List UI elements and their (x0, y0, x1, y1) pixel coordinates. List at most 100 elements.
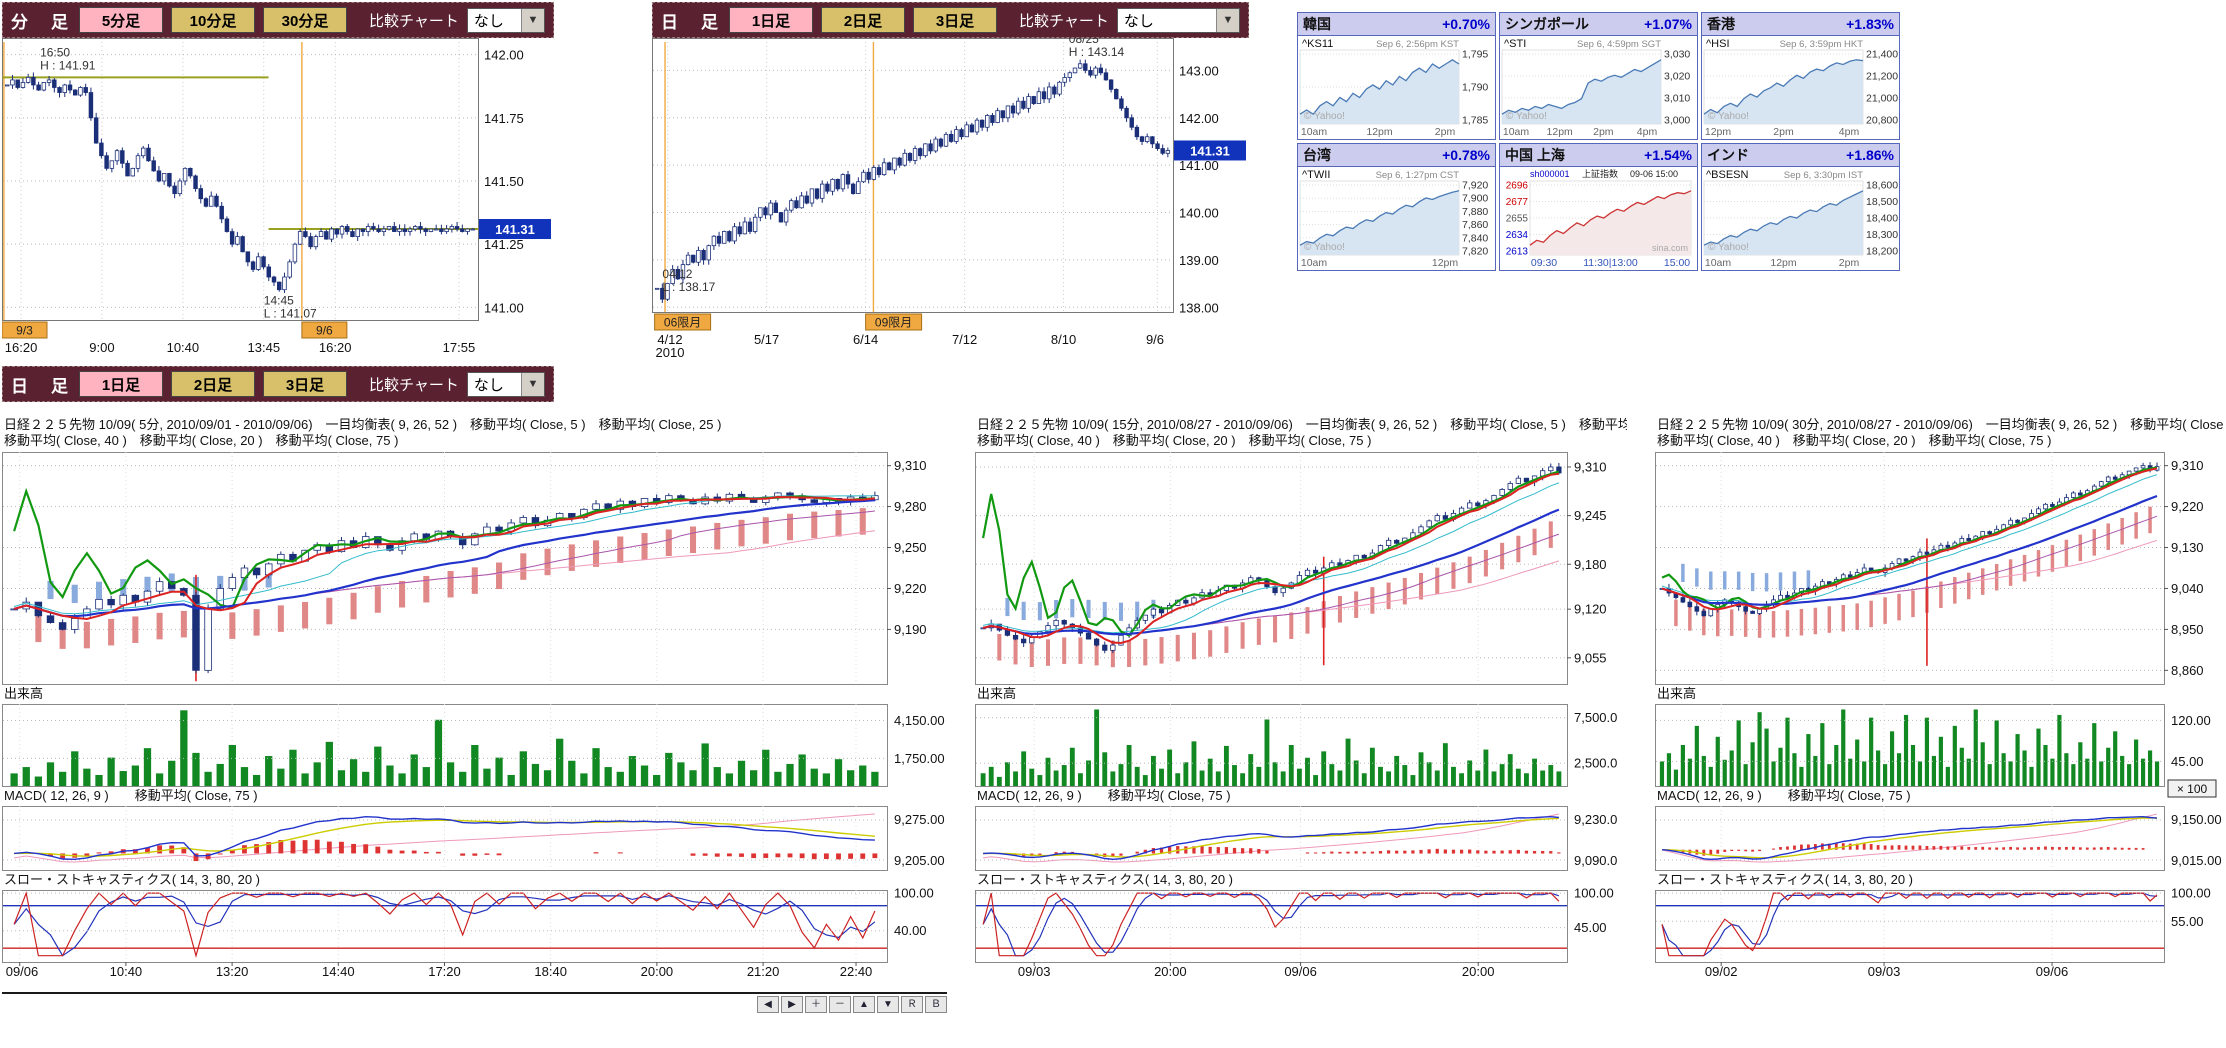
chart-tool-button-7[interactable]: Ｂ (925, 996, 947, 1013)
interval-button-30min[interactable]: 30分足 (263, 7, 347, 33)
mini-chart[interactable]: 2696 2677 2655 2634 2613 sh000001 上証指数 09-06 15… (1500, 167, 1697, 269)
svg-text:120.00: 120.00 (2171, 713, 2211, 728)
svg-text:7,500.0: 7,500.0 (1574, 710, 1617, 725)
svg-text:9,190: 9,190 (894, 622, 927, 637)
minute-chart-panel: 分 足 5分足 10分足 30分足 比較チャート なし ▼ 142.00 141.… (2, 2, 554, 358)
mini-chart[interactable]: 18,600 18,500 18,400 18,300 18,200 ^BSESN Sep … (1702, 167, 1899, 269)
svg-text:^STI: ^STI (1504, 38, 1526, 50)
svg-text:9,130: 9,130 (2171, 540, 2204, 555)
svg-text:© Yahoo!: © Yahoo! (1708, 111, 1749, 122)
svg-text:^HSI: ^HSI (1706, 38, 1730, 50)
svg-text:出来高: 出来高 (4, 686, 43, 701)
index-cell-4: 中国 上海 +1.54% 2696 2677 2655 2634 2613 sh000001 上… (1499, 143, 1698, 271)
interval-button-1day[interactable]: 1日足 (729, 7, 813, 33)
svg-text:20:00: 20:00 (641, 964, 674, 979)
interval-button-3day[interactable]: 3日足 (263, 371, 347, 397)
svg-text:3,030: 3,030 (1664, 49, 1690, 61)
svg-text:17:55: 17:55 (443, 340, 476, 355)
svg-text:移動平均( Close, 40 ) 移動平均( Close,: 移動平均( Close, 40 ) 移動平均( Close, 20 ) 移動平均… (977, 433, 1371, 448)
svg-text:139.00: 139.00 (1179, 253, 1219, 268)
svg-text:Sep 6, 3:30pm IST: Sep 6, 3:30pm IST (1784, 170, 1863, 181)
chart-tool-button-2[interactable]: ＋ (805, 996, 827, 1013)
svg-text:9,280: 9,280 (894, 499, 927, 514)
chart-tool-button-6[interactable]: Ｒ (901, 996, 923, 1013)
svg-text:12pm: 12pm (1705, 126, 1732, 138)
svg-text:100.00: 100.00 (2171, 886, 2211, 901)
svg-text:55.00: 55.00 (2171, 914, 2204, 929)
nikkei-15min-chart-canvas[interactable]: 日経２２５先物 10/09( 15分, 2010/08/27 - 2010/09… (975, 416, 1627, 988)
svg-text:16:20: 16:20 (5, 340, 38, 355)
chevron-down-icon: ▼ (521, 372, 544, 396)
nikkei-5min-chart-panel: 日経２２５先物 10/09( 5分, 2010/09/01 - 2010/09/… (2, 416, 947, 988)
svg-text:1,785: 1,785 (1462, 115, 1488, 127)
interval-button-5min[interactable]: 5分足 (79, 7, 163, 33)
svg-text:4pm: 4pm (1637, 126, 1658, 138)
svg-text:Sep 6, 4:59pm SGT: Sep 6, 4:59pm SGT (1577, 39, 1661, 50)
svg-text:9,250: 9,250 (894, 540, 927, 555)
svg-text:2pm: 2pm (1839, 257, 1860, 269)
svg-text:12pm: 12pm (1366, 126, 1393, 138)
interval-button-2day[interactable]: 2日足 (821, 7, 905, 33)
interval-button-2day[interactable]: 2日足 (171, 371, 255, 397)
chart-tool-button-3[interactable]: － (829, 996, 851, 1013)
chart-tool-button-4[interactable]: ▲ (853, 996, 875, 1013)
interval-button-3day[interactable]: 3日足 (913, 7, 997, 33)
chart-tool-button-5[interactable]: ▼ (877, 996, 899, 1013)
svg-text:9,220: 9,220 (2171, 499, 2204, 514)
compare-chart-value: なし (473, 376, 504, 394)
svg-text:日経２２５先物 10/09( 15分, 2010/08/27: 日経２２５先物 10/09( 15分, 2010/08/27 - 2010/09… (977, 417, 1627, 432)
nikkei-30min-chart-canvas[interactable]: 日経２２５先物 10/09( 30分, 2010/08/27 - 2010/09… (1655, 416, 2224, 988)
svg-text:8,950: 8,950 (2171, 622, 2204, 637)
svg-text:141.75: 141.75 (484, 111, 524, 126)
svg-text:13:45: 13:45 (248, 340, 281, 355)
svg-text:2677: 2677 (1506, 197, 1529, 208)
nikkei-5min-chart-canvas[interactable]: 日経２２５先物 10/09( 5分, 2010/09/01 - 2010/09/… (2, 416, 947, 988)
svg-text:4,150.00: 4,150.00 (894, 713, 945, 728)
mini-chart[interactable]: 3,030 3,020 3,010 3,000 ^STI Sep 6, 4:59pm SG… (1500, 36, 1697, 138)
svg-text:11:30|13:00: 11:30|13:00 (1583, 257, 1638, 269)
chart-mode-label: 分 足 (11, 12, 71, 32)
svg-text:9,090.0: 9,090.0 (1574, 853, 1617, 868)
svg-text:L : 138.17: L : 138.17 (662, 280, 715, 294)
svg-text:100.00: 100.00 (1574, 886, 1614, 901)
interval-button-10min[interactable]: 10分足 (171, 7, 255, 33)
svg-text:sina.com: sina.com (1652, 243, 1688, 253)
index-name: 香港 (1707, 16, 1735, 32)
svg-text:141.50: 141.50 (484, 174, 524, 189)
svg-text:9,205.00: 9,205.00 (894, 853, 945, 868)
svg-text:出来高: 出来高 (977, 686, 1016, 701)
compare-chart-value: なし (1123, 12, 1154, 30)
svg-text:3,010: 3,010 (1664, 93, 1690, 105)
svg-text:9,120: 9,120 (1574, 602, 1607, 617)
svg-text:日経２２５先物 10/09( 5分, 2010/09/01: 日経２２５先物 10/09( 5分, 2010/09/01 - 2010/09/… (4, 417, 721, 432)
index-header: 韓国 +0.70% (1298, 13, 1495, 36)
compare-chart-select[interactable]: なし ▼ (466, 371, 545, 397)
svg-text:出来高: 出来高 (1657, 686, 1696, 701)
svg-text:9,230.0: 9,230.0 (1574, 812, 1617, 827)
svg-text:22:40: 22:40 (840, 964, 873, 979)
svg-text:移動平均( Close, 40 ) 移動平均( Close,: 移動平均( Close, 40 ) 移動平均( Close, 20 ) 移動平均… (1657, 433, 2051, 448)
index-cell-2: 香港 +1.83% 21,400 21,200 21,000 20,800 ^HSI Sep … (1701, 12, 1900, 140)
index-header: シンガポール +1.07% (1500, 13, 1697, 36)
svg-text:9,310: 9,310 (2171, 458, 2204, 473)
svg-text:4/12: 4/12 (657, 332, 682, 347)
svg-text:移動平均( Close, 40 ) 移動平均( Close,: 移動平均( Close, 40 ) 移動平均( Close, 20 ) 移動平均… (4, 433, 398, 448)
svg-text:141.25: 141.25 (484, 237, 524, 252)
compare-chart-select[interactable]: なし ▼ (466, 7, 545, 33)
svg-text:18,400: 18,400 (1866, 213, 1898, 225)
svg-text:7,900: 7,900 (1462, 193, 1488, 205)
minute-chart-canvas[interactable]: 142.00 141.75 141.50 141.25 141.00 16:50H : 1… (2, 38, 554, 358)
daily-chart-toolbar: 日 足 1日足 2日足 3日足 比較チャート なし ▼ (2, 366, 554, 402)
compare-chart-select[interactable]: なし ▼ (1116, 7, 1240, 33)
mini-chart[interactable]: 1,795 1,790 1,785 ^KS11 Sep 6, 2:56pm KST 10a… (1298, 36, 1495, 138)
svg-text:× 100: × 100 (2177, 782, 2208, 796)
mini-chart[interactable]: 21,400 21,200 21,000 20,800 ^HSI Sep 6, 3:59p… (1702, 36, 1899, 138)
chart-tool-button-1[interactable]: ▶ (781, 996, 803, 1013)
daily-chart-canvas[interactable]: 143.00 142.00 141.00 140.00 139.00 138.00 08/2… (652, 38, 1249, 358)
chart-tool-button-0[interactable]: ◀ (757, 996, 779, 1013)
svg-text:13:20: 13:20 (216, 964, 249, 979)
interval-button-1day[interactable]: 1日足 (79, 371, 163, 397)
svg-text:スロー・ストキャスティクス( 14, 3, 80, 20 ): スロー・ストキャスティクス( 14, 3, 80, 20 ) (1657, 872, 1913, 887)
svg-text:9/6: 9/6 (316, 324, 333, 338)
